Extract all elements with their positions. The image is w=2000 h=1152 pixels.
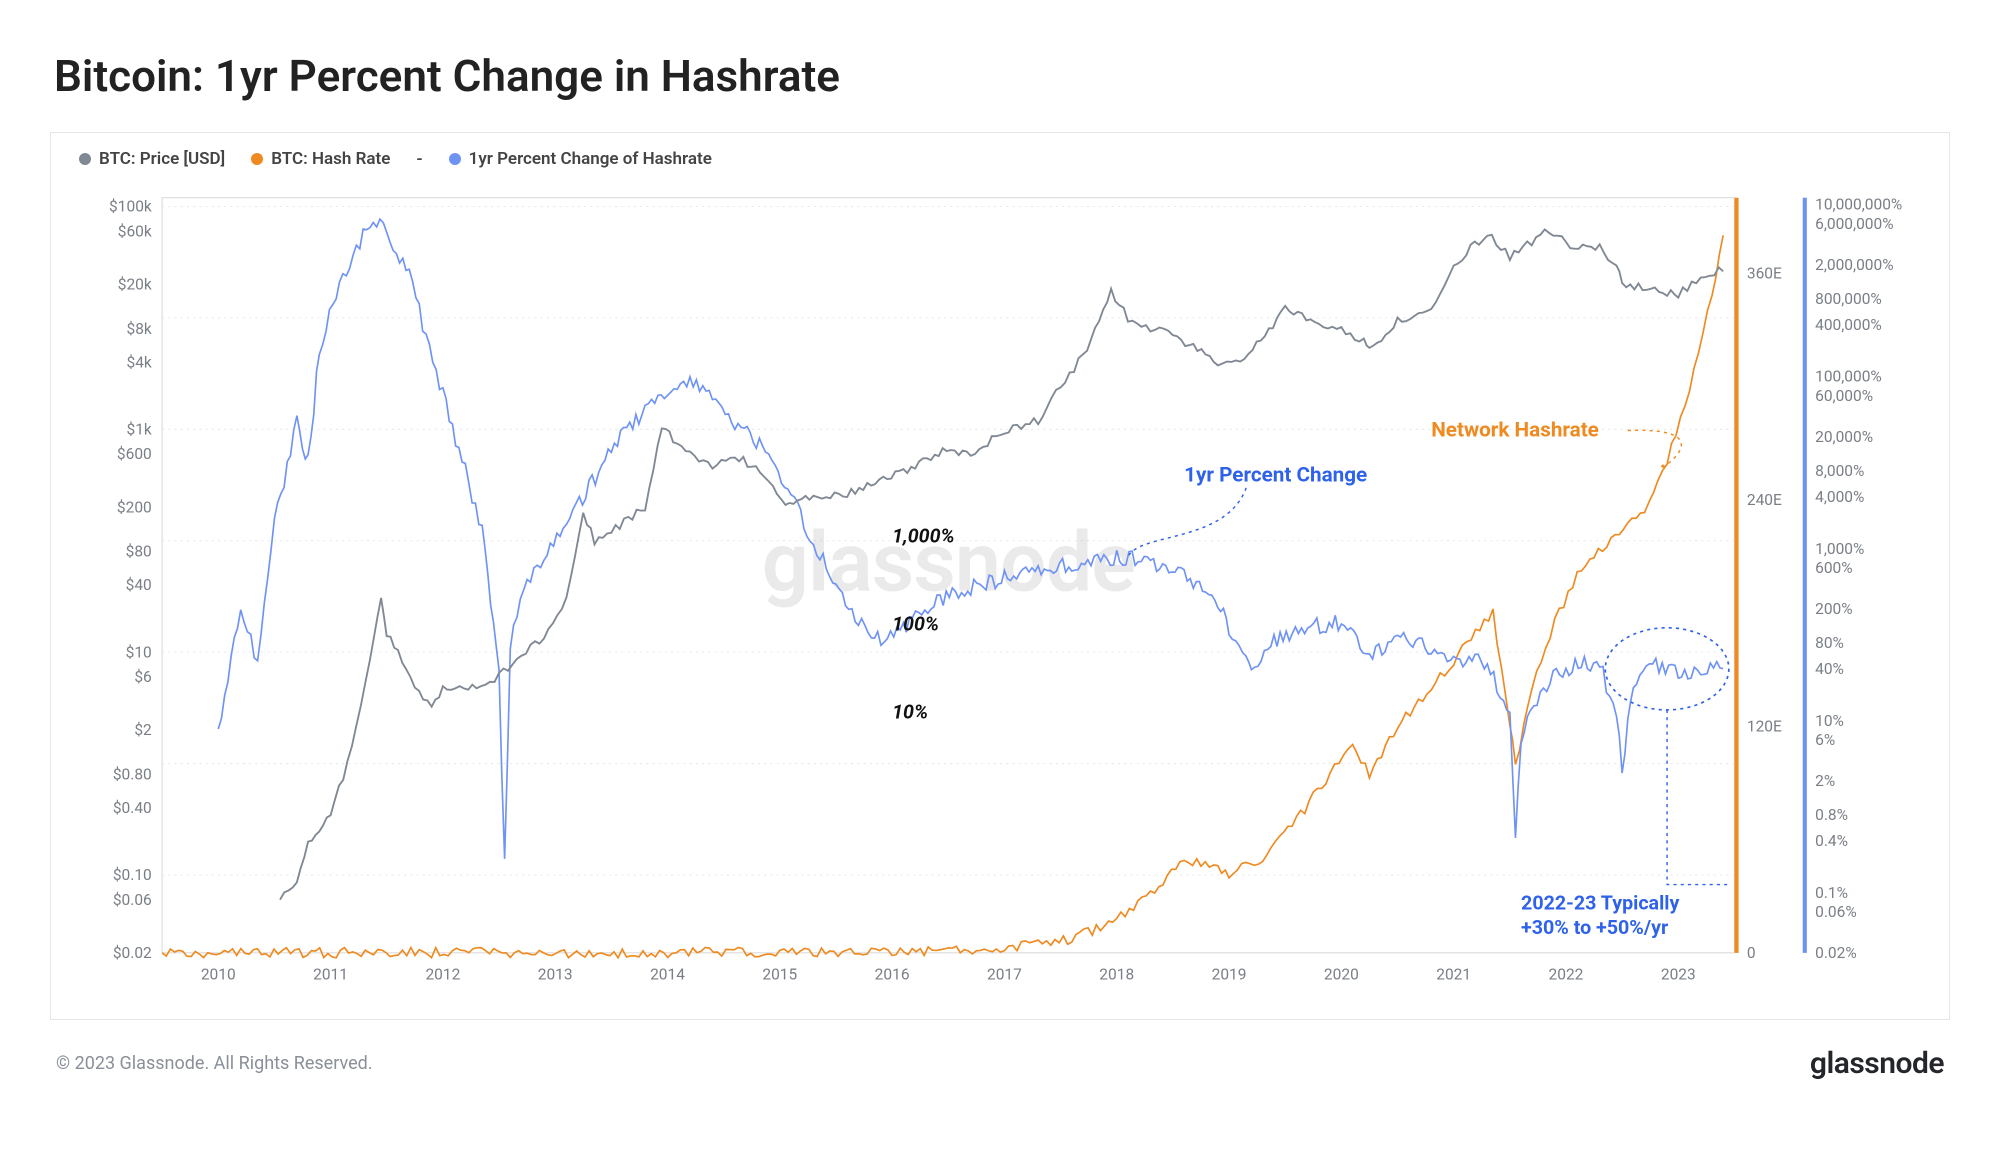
svg-text:2019: 2019 — [1212, 966, 1247, 984]
legend-label-pct: 1yr Percent Change of Hashrate — [469, 149, 712, 169]
svg-text:$80: $80 — [126, 543, 152, 561]
svg-text:$1k: $1k — [126, 420, 151, 438]
svg-text:Network Hashrate: Network Hashrate — [1431, 419, 1599, 443]
svg-text:2013: 2013 — [538, 966, 573, 984]
svg-text:2023: 2023 — [1661, 966, 1696, 984]
svg-text:$2: $2 — [134, 721, 152, 739]
svg-text:0.02%: 0.02% — [1815, 944, 1857, 962]
svg-text:1,000%: 1,000% — [892, 524, 955, 547]
svg-text:2018: 2018 — [1099, 966, 1134, 984]
svg-text:2016: 2016 — [875, 966, 910, 984]
chart-frame: BTC: Price [USD] BTC: Hash Rate - 1yr Pe… — [50, 132, 1950, 1020]
legend-item-price: BTC: Price [USD] — [79, 149, 225, 169]
page-root: Bitcoin: 1yr Percent Change in Hashrate … — [0, 0, 2000, 1152]
svg-text:2011: 2011 — [313, 966, 348, 984]
svg-text:2022: 2022 — [1549, 966, 1584, 984]
svg-text:+30% to +50%/yr: +30% to +50%/yr — [1521, 916, 1668, 939]
svg-text:400,000%: 400,000% — [1815, 316, 1882, 334]
svg-text:2020: 2020 — [1324, 966, 1359, 984]
legend-label-hash: BTC: Hash Rate — [271, 149, 390, 169]
svg-text:4,000%: 4,000% — [1815, 488, 1864, 506]
svg-text:120E: 120E — [1747, 717, 1782, 735]
svg-text:$0.02: $0.02 — [113, 944, 152, 962]
svg-text:6,000,000%: 6,000,000% — [1815, 215, 1893, 233]
svg-text:$0.40: $0.40 — [113, 799, 152, 817]
legend-dash: - — [416, 149, 422, 169]
svg-text:10,000,000%: 10,000,000% — [1815, 196, 1902, 214]
svg-text:$20k: $20k — [118, 276, 152, 294]
svg-text:2015: 2015 — [762, 966, 797, 984]
legend-item-pct: 1yr Percent Change of Hashrate — [449, 149, 712, 169]
svg-text:2021: 2021 — [1436, 966, 1471, 984]
chart-title: Bitcoin: 1yr Percent Change in Hashrate — [54, 50, 1950, 102]
svg-text:0.8%: 0.8% — [1815, 806, 1848, 824]
svg-text:$60k: $60k — [118, 222, 152, 240]
svg-text:1yr Percent Change: 1yr Percent Change — [1184, 464, 1367, 488]
svg-text:600%: 600% — [1815, 559, 1853, 577]
svg-text:80%: 80% — [1815, 634, 1844, 652]
plot-svg: 2010 2011 2012 2013 2014 2015 2016 2017 2018 2019… — [69, 177, 1931, 1005]
svg-text:240E: 240E — [1747, 491, 1782, 509]
svg-text:$40: $40 — [126, 576, 152, 594]
svg-text:$200: $200 — [117, 498, 152, 516]
brand-logo: glassnode — [1810, 1046, 1944, 1081]
copyright-text: © 2023 Glassnode. All Rights Reserved. — [56, 1053, 373, 1074]
legend-label-price: BTC: Price [USD] — [99, 149, 225, 169]
svg-text:800,000%: 800,000% — [1815, 290, 1882, 308]
footer: © 2023 Glassnode. All Rights Reserved. g… — [50, 1046, 1950, 1081]
svg-text:$100k: $100k — [109, 198, 152, 216]
svg-text:$6: $6 — [134, 668, 151, 686]
legend-row: BTC: Price [USD] BTC: Hash Rate - 1yr Pe… — [69, 147, 1931, 177]
svg-text:100%: 100% — [892, 612, 939, 635]
plot-area: 2010 2011 2012 2013 2014 2015 2016 2017 2018 2019… — [69, 177, 1931, 1005]
svg-text:$600: $600 — [117, 445, 152, 463]
legend-item-hash: BTC: Hash Rate — [251, 149, 390, 169]
svg-text:1,000%: 1,000% — [1815, 540, 1864, 558]
svg-text:2%: 2% — [1815, 772, 1835, 790]
svg-text:200%: 200% — [1815, 600, 1853, 618]
svg-text:2022-23 Typically: 2022-23 Typically — [1521, 891, 1679, 914]
svg-text:$0.10: $0.10 — [113, 866, 152, 884]
svg-text:10%: 10% — [892, 701, 928, 724]
svg-text:10%: 10% — [1815, 712, 1844, 730]
svg-text:$0.80: $0.80 — [113, 766, 152, 784]
svg-text:$8k: $8k — [126, 320, 151, 338]
legend-dot-price — [79, 153, 91, 165]
svg-text:2010: 2010 — [201, 966, 236, 984]
svg-text:$4k: $4k — [126, 353, 151, 371]
svg-text:360E: 360E — [1747, 264, 1782, 282]
svg-text:2,000,000%: 2,000,000% — [1815, 256, 1893, 274]
svg-text:0: 0 — [1747, 944, 1756, 962]
svg-text:$0.06: $0.06 — [113, 891, 152, 909]
legend-dot-hash — [251, 153, 263, 165]
svg-text:0.06%: 0.06% — [1815, 903, 1857, 921]
svg-text:6%: 6% — [1815, 731, 1835, 749]
svg-text:2017: 2017 — [987, 966, 1022, 984]
svg-text:40%: 40% — [1815, 660, 1844, 678]
svg-text:100,000%: 100,000% — [1815, 368, 1882, 386]
legend-dot-pct — [449, 153, 461, 165]
svg-text:0.1%: 0.1% — [1815, 884, 1848, 902]
svg-text:$10: $10 — [126, 643, 152, 661]
svg-text:2012: 2012 — [425, 966, 460, 984]
svg-text:0.4%: 0.4% — [1815, 832, 1848, 850]
svg-text:8,000%: 8,000% — [1815, 462, 1864, 480]
svg-text:60,000%: 60,000% — [1815, 387, 1873, 405]
svg-text:2014: 2014 — [650, 966, 685, 984]
svg-text:20,000%: 20,000% — [1815, 428, 1873, 446]
